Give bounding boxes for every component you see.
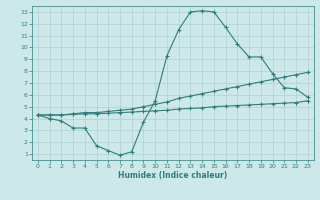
X-axis label: Humidex (Indice chaleur): Humidex (Indice chaleur) <box>118 171 228 180</box>
